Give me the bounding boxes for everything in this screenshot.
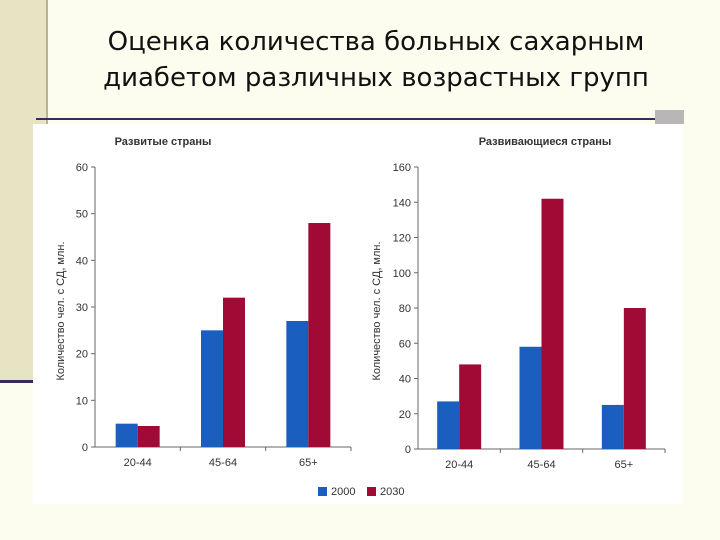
bar-2000-45-64 bbox=[201, 330, 223, 447]
chart-developing: Развивающиеся страны Количество чел. с С… bbox=[371, 136, 666, 471]
y-tick-label: 40 bbox=[399, 374, 411, 386]
chart-title: Развитые страны bbox=[115, 136, 212, 148]
y-axis-label: Количество чел. с СД, млн. bbox=[55, 241, 67, 380]
bar-2030-65+ bbox=[308, 223, 331, 447]
y-tick-label: 10 bbox=[76, 395, 88, 407]
y-tick-label: 40 bbox=[76, 255, 88, 267]
bar-2030-45-64 bbox=[223, 297, 245, 447]
bar-2000-65+ bbox=[286, 321, 309, 447]
y-tick-label: 30 bbox=[76, 302, 88, 314]
x-tick-label: 20-44 bbox=[445, 459, 473, 471]
slide-title-line-1: Оценка количества больных сахарным bbox=[107, 27, 645, 57]
y-axis-label: Количество чел. с СД, млн. bbox=[371, 241, 383, 380]
bar-2030-20-44 bbox=[459, 364, 482, 449]
x-tick-label: 20-44 bbox=[124, 457, 152, 469]
slide-title-line-2: диабетом различных возрастных групп bbox=[103, 63, 649, 93]
y-tick-label: 80 bbox=[399, 303, 411, 315]
y-tick-label: 50 bbox=[76, 209, 88, 221]
y-tick-label: 160 bbox=[393, 162, 411, 174]
x-tick-label: 45-64 bbox=[527, 459, 555, 471]
x-axis-tick-labels: 20-44 45-64 65+ bbox=[445, 459, 633, 471]
legend-swatch-2030 bbox=[367, 487, 376, 496]
x-tick-label: 65+ bbox=[299, 457, 318, 469]
x-axis-tick-labels: 20-44 45-64 65+ bbox=[124, 457, 318, 469]
x-tick-label: 65+ bbox=[614, 459, 633, 471]
y-tick-label: 20 bbox=[399, 409, 411, 421]
y-tick-label: 60 bbox=[399, 338, 411, 350]
chart-title: Развивающиеся страны bbox=[479, 136, 612, 148]
y-tick-label: 0 bbox=[82, 442, 88, 454]
legend-swatch-2000 bbox=[318, 487, 327, 496]
chart-developed: Развитые страны Количество чел. с СД, мл… bbox=[55, 136, 352, 469]
legend-label-2030: 2030 bbox=[380, 486, 404, 498]
divider-accent-block bbox=[655, 110, 684, 124]
y-tick-label: 60 bbox=[76, 162, 88, 174]
y-tick-label: 140 bbox=[393, 197, 411, 209]
chart-panel: Развитые страны Количество чел. с СД, мл… bbox=[33, 124, 683, 504]
legend-label-2000: 2000 bbox=[331, 486, 355, 498]
bar-2000-65+ bbox=[601, 404, 624, 449]
bar-2000-20-44 bbox=[115, 423, 138, 447]
y-tick-label: 100 bbox=[393, 268, 411, 280]
title-divider bbox=[36, 118, 684, 120]
y-tick-label: 0 bbox=[405, 444, 411, 456]
bar-2030-45-64 bbox=[541, 198, 564, 449]
bar-2000-45-64 bbox=[519, 346, 542, 449]
left-decor-foot bbox=[0, 380, 46, 383]
charts-svg: Развитые страны Количество чел. с СД, мл… bbox=[55, 136, 666, 498]
slide-title: Оценка количества больных сахарным диабе… bbox=[56, 24, 696, 96]
bars bbox=[437, 198, 646, 449]
bar-2030-20-44 bbox=[137, 426, 160, 447]
bars bbox=[115, 223, 331, 447]
legend: 2000 2030 bbox=[318, 486, 404, 498]
bar-2030-65+ bbox=[623, 308, 646, 449]
y-tick-label: 20 bbox=[76, 349, 88, 361]
y-tick-label: 120 bbox=[393, 233, 411, 245]
bar-2000-20-44 bbox=[437, 401, 460, 449]
x-tick-label: 45-64 bbox=[209, 457, 237, 469]
